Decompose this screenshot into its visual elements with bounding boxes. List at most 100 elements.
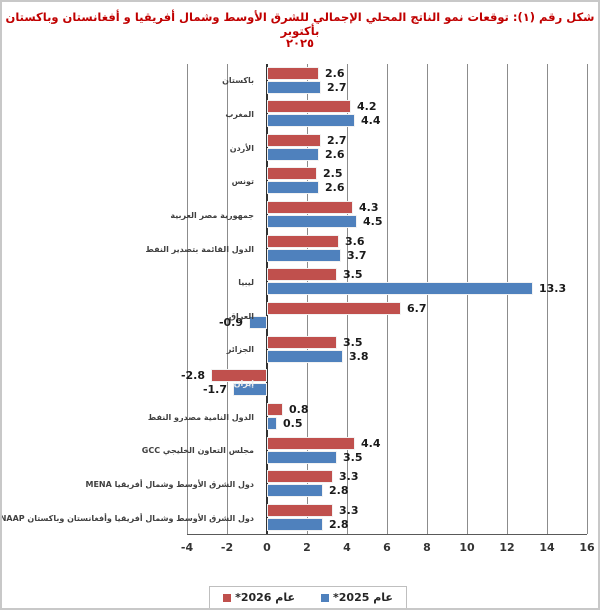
value-label: 4.4 [361,114,381,128]
category-label: دول الشرق الأوسط وشمال أفريقيا MENA [85,480,254,490]
bar-2026 [267,470,333,484]
value-label: 2.6 [325,66,345,80]
category-label: تونس [231,177,254,187]
bar-2025 [267,450,337,464]
value-label: 3.5 [343,450,363,464]
x-axis-tick-label: 0 [263,541,271,554]
bar-2025 [267,181,319,195]
value-label: 2.5 [323,167,343,181]
value-label: 3.3 [339,503,359,517]
gridline [186,64,188,534]
bar-2025 [267,349,343,363]
bar-2026 [267,66,319,80]
gridline [426,64,428,534]
bar-2026 [267,268,337,282]
x-axis-tick-label: -4 [180,541,194,554]
x-axis-tick-label: 16 [579,541,595,554]
value-label: 2.6 [325,147,345,161]
category-label: ليبيا [238,278,254,288]
bar-2025 [233,383,267,397]
x-axis-tick-label: 14 [539,541,555,554]
x-axis-tick-label: 4 [343,541,351,554]
category-label: جمهورية مصر العربية [170,210,254,220]
value-label: 6.7 [407,302,427,315]
gridline [226,64,228,534]
bar-2025 [267,215,357,229]
category-label: العراق [228,311,254,321]
gridline [346,64,348,534]
bar-2025 [249,316,267,329]
legend: عام 2026* عام 2025* [209,586,407,608]
gridline [506,64,508,534]
bar-2025 [267,416,277,430]
value-label: 2.8 [329,517,349,531]
bar-2026 [267,133,321,147]
bar-2026 [267,201,353,215]
plot-area [186,64,588,535]
x-axis-tick-label: 6 [383,541,391,554]
bar-2026 [267,335,337,349]
gridline [306,64,308,534]
value-label: 3.6 [345,234,365,248]
bar-2026 [267,503,333,517]
value-label: 0.8 [289,402,309,416]
value-label: 4.3 [359,201,379,215]
gridline [386,64,388,534]
value-label: 3.8 [349,349,369,363]
zero-axis-line [266,64,268,534]
bar-2026 [267,234,339,248]
value-label: 3.3 [339,470,359,484]
category-label: الدول النامية مصدرو النفط [147,412,254,422]
bar-2026 [267,302,401,315]
bar-2025 [267,114,355,128]
legend-label-2026: عام 2026* [235,591,295,604]
legend-label-2025: عام 2025* [333,591,393,604]
x-axis-tick-label: -2 [220,541,234,554]
legend-marker-2026-icon [223,593,232,602]
legend-item-2026: عام 2026* [223,591,295,604]
bar-2025 [267,484,323,498]
value-label: 0.5 [283,416,303,430]
value-label: 3.5 [343,335,363,349]
category-label: دول الشرق الأوسط وشمال أفريقيا وأفغانستا… [0,513,254,523]
gridline [466,64,468,534]
value-label: 4.5 [363,215,383,229]
bar-2025 [267,80,321,94]
chart-title-line1: شكل رقم (١): توقعات نمو الناتج المحلي ال… [5,10,595,38]
value-label: -0.9 [218,316,243,329]
category-label: الدول القائمة بتصدير النفط [145,244,254,254]
bar-2025 [267,282,533,296]
category-label: باكستان [222,76,254,86]
bar-2026 [211,369,267,383]
x-axis-tick-label: 8 [423,541,431,554]
bar-2026 [267,100,351,114]
x-axis-tick-label: 12 [499,541,515,554]
bar-2026 [267,436,355,450]
category-label: الأردن [229,143,254,153]
value-label: 4.4 [361,436,381,450]
legend-marker-2025-icon [321,593,329,602]
value-label: 2.8 [329,484,349,498]
category-label: إيران [233,379,254,389]
value-label: 2.7 [327,80,347,94]
value-label: 3.5 [343,268,363,282]
value-label: 13.3 [539,282,567,296]
bar-2025 [267,517,323,531]
value-label: 3.7 [347,248,367,262]
gridline [546,64,548,534]
x-axis-tick-label: 10 [459,541,475,554]
x-axis-tick-label: 2 [303,541,311,554]
bar-2026 [267,167,317,181]
chart-title-line2: ٢٠٢٥ [285,36,315,50]
legend-item-2025: عام 2025* [321,591,393,604]
value-label: -1.7 [202,383,227,397]
bar-2025 [267,147,319,161]
gridline [586,64,588,534]
value-label: 2.6 [325,181,345,195]
bar-2026 [267,402,283,416]
value-label: 4.2 [357,100,377,114]
value-label: 2.7 [327,133,347,147]
category-label: المغرب [225,109,254,119]
value-label: -2.8 [180,369,205,383]
bar-2025 [267,248,341,262]
